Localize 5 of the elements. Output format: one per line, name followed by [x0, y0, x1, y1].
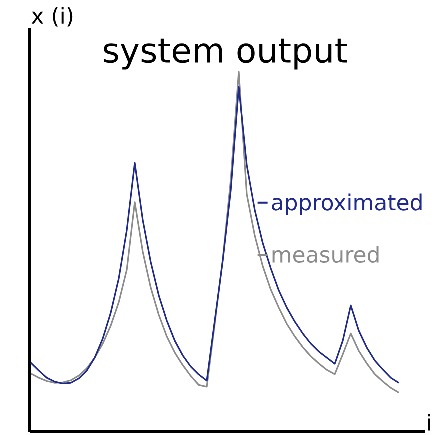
chart-title: system output	[104, 38, 348, 70]
legend-label: measured	[272, 246, 379, 264]
x-axis-title: i	[428, 414, 430, 431]
y-axis-title: x (i)	[32, 7, 73, 27]
legend-label: approximated	[272, 194, 422, 216]
